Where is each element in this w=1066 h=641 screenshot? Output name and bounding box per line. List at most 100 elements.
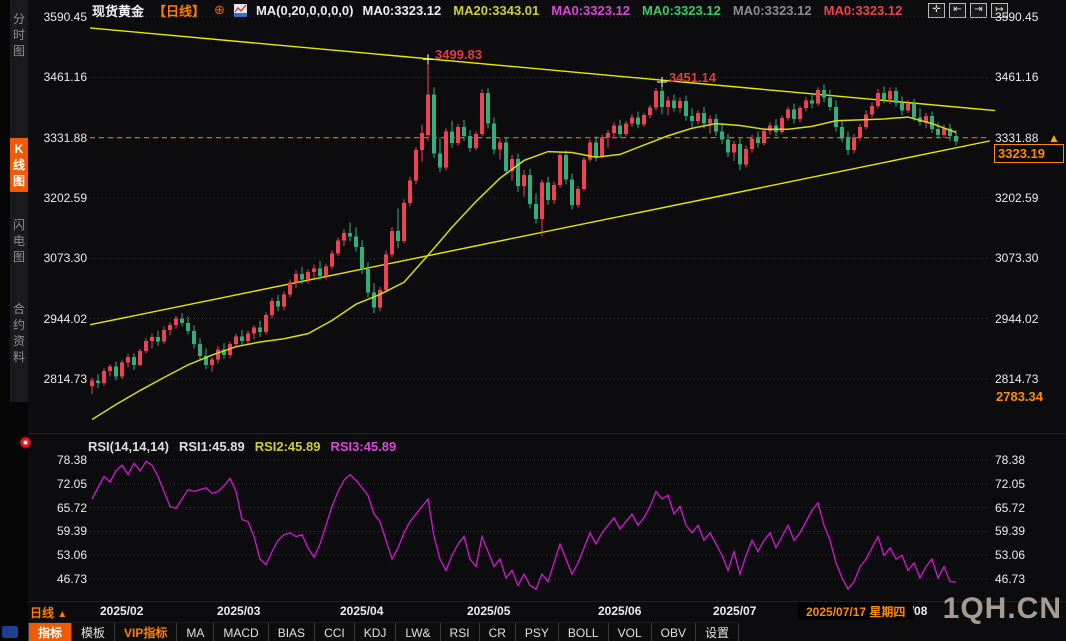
toolbar-item-rsi[interactable]: RSI	[441, 623, 480, 641]
ma-value-label: MA20:3343.01	[453, 2, 540, 18]
candles-layer	[90, 59, 959, 395]
rsi-header-value: RSI2:45.89	[254, 439, 321, 454]
toolbar-item-obv[interactable]: OBV	[652, 623, 696, 641]
rsi-axis-label: 72.05	[56, 476, 87, 491]
price-axis-label: 2944.02	[995, 311, 1039, 326]
rsi-axis-label: 53.06	[56, 548, 87, 563]
swing-high-label-1: 3499.83	[435, 47, 482, 63]
price-axis-label: 3461.16	[995, 70, 1039, 85]
toolbar-item-kdj[interactable]: KDJ	[355, 623, 397, 641]
high-marker-cross	[657, 77, 667, 88]
compress-axis-icon[interactable]: ⇤	[949, 3, 966, 18]
add-overlay-icon[interactable]: ⊕	[214, 2, 225, 17]
mini-chart-icon	[233, 3, 247, 17]
sidebar-tab-1[interactable]: 分时图	[12, 12, 25, 58]
ma20-line	[91, 116, 957, 421]
rsi-header-value: RSI1:45.89	[178, 439, 245, 454]
rsi-axis-label: 46.73	[56, 571, 87, 586]
rsi-indicator-chart[interactable]	[90, 452, 1000, 602]
ma-value-label: MA0:3323.12	[362, 2, 442, 18]
rsi-header-value: RSI3:45.89	[330, 439, 397, 454]
ma-value-label: MA0:3323.12	[823, 2, 903, 18]
sidebar-tab-4[interactable]: 合约资料	[12, 302, 25, 364]
rsi-axis-label: 65.72	[56, 500, 87, 515]
toolbar-item-cr[interactable]: CR	[480, 623, 516, 641]
toolbar-item-[interactable]: 设置	[696, 623, 739, 641]
x-axis-month-label: 2025/04	[340, 604, 384, 618]
price-axis-label: 3461.16	[43, 70, 87, 85]
toolbar-item-cci[interactable]: CCI	[315, 623, 355, 641]
x-axis-month-label: 2025/02	[100, 604, 144, 618]
x-axis-month-label: 2025/05	[467, 604, 511, 618]
price-axis-label: 2944.02	[43, 311, 87, 326]
rsi-header: RSI(14,14,14) RSI1:45.89 RSI2:45.89 RSI3:45…	[88, 439, 396, 454]
main-gridlines	[90, 16, 988, 380]
indicator-toolbar: 指标 模板 VIP指标 MA MACD BIAS CCI KDJ LW& RSI CR PSY BOLL…	[28, 622, 739, 641]
toolbar-item-boll[interactable]: BOLL	[559, 623, 609, 641]
toolbar-item-[interactable]: 指标	[28, 623, 73, 641]
main-candlestick-chart[interactable]	[90, 10, 1000, 434]
period-selector[interactable]: 日线 ▲	[30, 604, 67, 621]
lower-trendline	[90, 140, 991, 326]
price-axis-label: 3590.45	[995, 10, 1039, 24]
rsi-line	[91, 460, 957, 591]
toolbar-item-ma[interactable]: MA	[177, 623, 215, 641]
corner-chip-icon	[2, 626, 18, 638]
sidebar-tab-3[interactable]: 闪电图	[12, 218, 25, 264]
rsi-axis-label: 78.38	[56, 453, 87, 467]
rsi-axis-label: 59.39	[995, 524, 1026, 539]
rsi-axis-label: 53.06	[995, 548, 1026, 563]
toolbar-item-lw[interactable]: LW&	[396, 623, 441, 641]
ma-value-label: MA0:3323.12	[642, 2, 721, 18]
price-axis-label: 2814.73	[43, 371, 87, 386]
rsi-header-value: RSI(14,14,14)	[88, 439, 169, 454]
alert-blink-icon[interactable]	[19, 436, 32, 449]
rsi-axis-label: 59.39	[56, 524, 87, 539]
ma-value-label: MA0:3323.12	[732, 2, 812, 18]
ma-value-label: MA0:3323.12	[551, 2, 631, 18]
crosshair-icon[interactable]: ✛	[928, 3, 945, 18]
ma-values: MA0:3323.12 MA20:3343.01 MA0:3323.12 MA0:33…	[362, 3, 902, 18]
rsi-axis-label: 78.38	[995, 453, 1026, 467]
toolbar-item-[interactable]: 模板	[72, 623, 116, 641]
price-axis-label: 2814.73	[995, 371, 1039, 386]
chart-header: 现货黄金 【日线】 ⊕ MA(0,20,0,0,0,0) MA0:3323.12…	[92, 2, 902, 19]
shift-right-icon[interactable]: ↦	[991, 3, 1008, 18]
price-axis-label: 3202.59	[995, 190, 1039, 205]
x-axis-month-label: 2025/06	[598, 604, 642, 618]
rsi-gridlines	[90, 459, 988, 580]
rsi-axis-label: 72.05	[995, 476, 1026, 491]
price-axis-label: 3590.45	[43, 10, 87, 24]
x-axis-month-label: 2025/03	[217, 604, 261, 618]
x-axis-month-label: 2025/07	[713, 604, 757, 618]
ma-settings-label: MA(0,20,0,0,0,0)	[255, 2, 354, 18]
symbol-title: 现货黄金	[92, 3, 145, 19]
site-watermark: 1QH.CN	[942, 592, 1062, 625]
high-marker-cross	[423, 54, 433, 65]
rsi-axis-label: 46.73	[995, 571, 1026, 586]
toolbar-item-macd[interactable]: MACD	[214, 623, 269, 641]
period-selector-arrow-icon: ▲	[57, 609, 68, 620]
swing-high-label-2: 3451.14	[669, 70, 716, 85]
toolbar-item-psy[interactable]: PSY	[516, 623, 559, 641]
axis-divider	[28, 601, 1066, 602]
price-axis-label: 3331.88	[43, 130, 87, 145]
price-axis-label: 3073.30	[995, 251, 1039, 266]
toolbar-item-vip[interactable]: VIP指标	[115, 623, 178, 641]
chart-type-tab-strip: 分时图 K线图闪电图合约资料	[10, 0, 28, 402]
rsi-axis-label: 65.72	[995, 500, 1026, 515]
price-up-arrow-icon: ▲	[1048, 131, 1060, 145]
period-selector-label: 日线	[30, 606, 55, 620]
period-tag[interactable]: 【日线】	[153, 3, 206, 19]
lower-price-marker: 2783.34	[996, 389, 1043, 404]
price-axis-label: 3331.88	[995, 130, 1039, 145]
last-price-box: 3323.19	[994, 144, 1064, 163]
upper-trendline	[90, 27, 996, 112]
sidebar-tab-2[interactable]: K线图	[10, 138, 28, 192]
toolbar-item-vol[interactable]: VOL	[609, 623, 652, 641]
price-axis-label: 3202.59	[43, 190, 87, 205]
crosshair-date-tooltip: 2025/07/17 星期四	[798, 602, 914, 620]
panel-divider	[28, 433, 1066, 434]
toolbar-item-bias[interactable]: BIAS	[269, 623, 316, 641]
